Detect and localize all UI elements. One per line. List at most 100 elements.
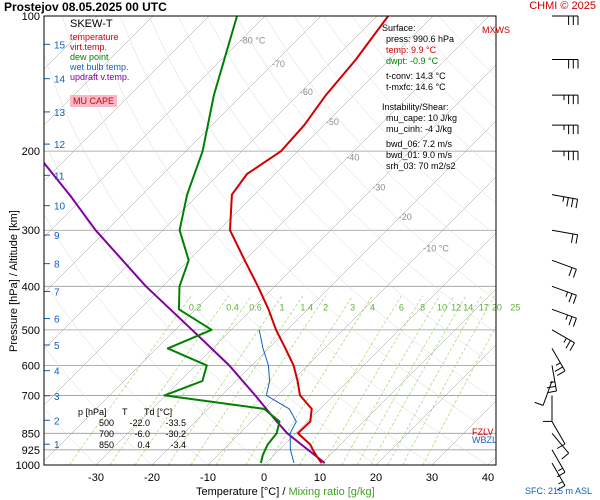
dry-adiabat (177, 16, 496, 367)
wind-barb-half (555, 362, 561, 366)
isotherm-label: -20 (399, 212, 412, 222)
x-axis-label-mix: Mixing ratio [g/kg] (288, 486, 375, 498)
isotherm-line (44, 16, 490, 462)
dry-adiabat (90, 16, 489, 465)
wind-barb-flag (556, 370, 566, 376)
y-axis-label-text: Pressure [hPa] / Altitude [km] (8, 210, 20, 352)
isotherm-line (487, 456, 496, 465)
sfc-label: SFC: 215 m ASL (524, 486, 592, 496)
surface-temp: temp: 9.9 °C (386, 45, 437, 55)
chart-title: Prostejov 08.05.2025 00 UTC (4, 0, 167, 14)
credit-label: CHMI © 2025 (529, 0, 596, 12)
row-t: -22.0 (129, 418, 150, 428)
row-t: 0.4 (137, 440, 150, 450)
altitude-tick-label: 9 (54, 231, 60, 242)
wind-barb-flag (554, 366, 563, 372)
altitude-tick-label: 13 (54, 108, 66, 119)
dry-adiabat (44, 281, 209, 465)
row-p: 700 (98, 429, 114, 439)
wind-barb-shaft (551, 432, 570, 454)
mixing-ratio-label: 4 (370, 303, 375, 313)
dry-adiabat (44, 53, 377, 465)
isotherm-line (151, 120, 496, 465)
legend-title: SKEW-T (70, 18, 113, 30)
temperature-tick-label: -30 (88, 472, 104, 484)
dry-adiabat (119, 16, 496, 436)
mixing-ratio-line (422, 325, 496, 465)
level-row: 500 -22.0 -33.5 (78, 418, 186, 429)
instability-heading: Instability/Shear: (382, 102, 449, 112)
wind-barb-shaft (551, 259, 577, 270)
isotherm-label: -10 °C (423, 244, 449, 254)
pressure-tick-label: 200 (22, 146, 40, 158)
wind-barb-half (549, 381, 555, 384)
col-p: p [hPa] (78, 407, 107, 417)
wind-barb-half (558, 481, 563, 485)
level-row: 700 -6.0 -30.2 (78, 429, 186, 440)
mixing-ratio-line (167, 295, 283, 465)
isotherm-label: -70 (272, 59, 285, 69)
x-axis-label-temp: Temperature [°C] (196, 486, 280, 498)
temperature-tick-label: 30 (426, 472, 438, 484)
dry-adiabat (497, 16, 600, 465)
dry-adiabat (467, 16, 496, 47)
wind-barb-flag (568, 316, 573, 326)
wind-barb-flag (572, 318, 577, 327)
wind-barb-flag (534, 401, 544, 406)
mixing-ratio-line (402, 295, 495, 465)
fzlv-marker: FZLV (472, 427, 494, 437)
bwd-01: bwd_01: 9.0 m/s (386, 150, 453, 160)
wind-barb-shaft (551, 229, 578, 236)
mixing-ratio-label: 0.2 (189, 303, 202, 313)
pressure-tick-label: 700 (22, 390, 40, 402)
isotherm-line (207, 176, 496, 465)
row-p: 500 (98, 418, 114, 428)
isotherm-label: -60 (300, 87, 313, 97)
dry-adiabat (44, 345, 153, 465)
isotherm-line (44, 16, 434, 406)
pressure-tick-label: 850 (22, 428, 40, 440)
wetbulb-line (258, 329, 297, 464)
x-axis-label-sep: / (282, 486, 286, 498)
pressure-tick-label: 400 (22, 281, 40, 293)
wind-barb-flag (570, 198, 574, 208)
isotherm-line (263, 232, 496, 465)
col-t: T (122, 407, 128, 417)
altitude-tick-label: 14 (54, 75, 66, 86)
altitude-tick-label: 7 (54, 287, 60, 298)
isotherm-line (44, 16, 210, 182)
isotherm-label: -30 (372, 183, 385, 193)
level-table-header: p [hPa] T Td [°C] (78, 407, 186, 418)
wind-barb-half (562, 196, 565, 202)
pressure-tick-label: 1000 (16, 460, 40, 472)
surface-info: Surface: press: 990.6 hPa temp: 9.9 °C d… (382, 23, 454, 93)
mu-cape: mu_cape: 10 J/kg (386, 113, 458, 123)
temperature-tick-label: 20 (370, 472, 382, 484)
altitude-tick-label: 6 (54, 315, 60, 326)
isotherm-line (44, 16, 322, 294)
mixing-ratio-line (299, 295, 402, 465)
dry-adiabat (235, 16, 496, 301)
wind-barb-flag (547, 390, 557, 394)
wind-barb-flag (575, 199, 579, 209)
dry-adiabat (438, 16, 496, 78)
pressure-tick-label: 300 (22, 225, 40, 237)
temperature-tick-label: 40 (482, 472, 494, 484)
mixing-ratio-line (356, 295, 455, 465)
wind-barb-flag (546, 385, 556, 389)
mixing-ratio-label: 3 (350, 303, 355, 313)
wind-barb-flag (568, 267, 573, 277)
altitude-tick-label: 15 (54, 40, 66, 51)
legend-temperature: temperature (70, 32, 119, 42)
pressure-tick-label: 100 (22, 11, 40, 23)
wind-barb-flag (556, 443, 566, 449)
mixing-ratio-label: 2 (323, 303, 328, 313)
temperature-tick-label: 0 (261, 472, 267, 484)
dry-adiabat (148, 16, 496, 401)
mu-cinh: mu_cinh: -4 J/kg (386, 124, 453, 134)
isotherm-label: -80 °C (240, 35, 266, 45)
mixing-ratio-label: 0.4 (226, 303, 239, 313)
wind-barb-shaft (542, 380, 553, 406)
